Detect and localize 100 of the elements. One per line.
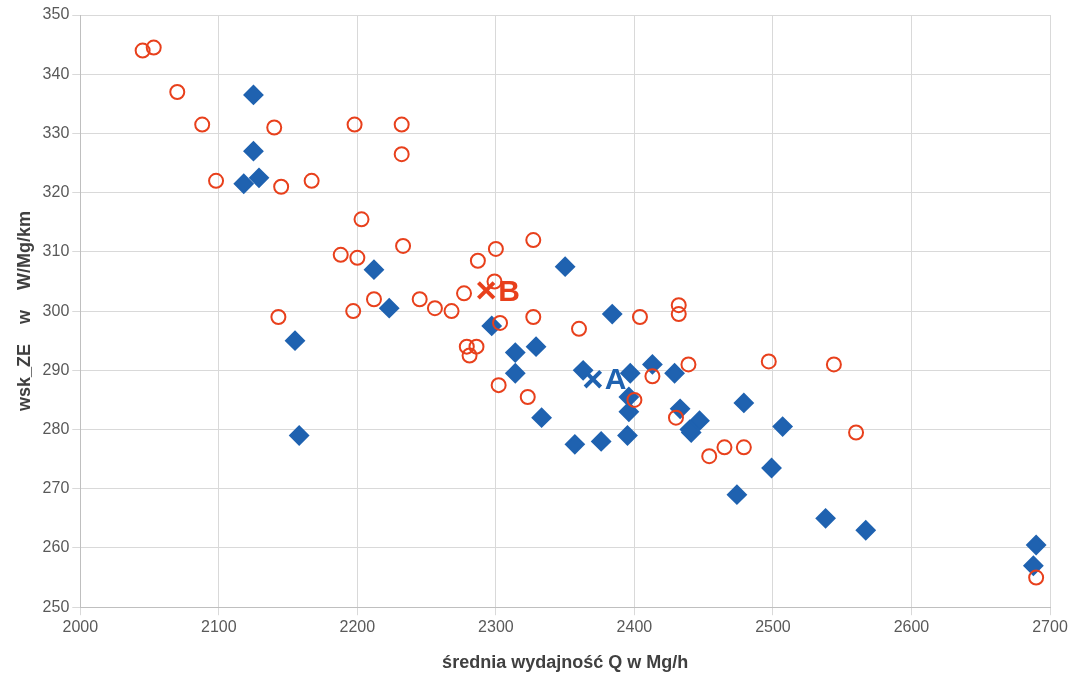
point <box>680 356 697 373</box>
y-tick-label: 280 <box>42 419 70 437</box>
point <box>591 431 612 452</box>
y-tick-label: 260 <box>42 538 70 556</box>
point <box>289 425 310 446</box>
point <box>760 353 777 370</box>
point <box>458 338 475 355</box>
point <box>270 309 287 326</box>
point <box>426 300 443 317</box>
point <box>618 401 639 422</box>
point <box>564 434 585 455</box>
x-tick-label: 2400 <box>616 618 653 636</box>
annotation: A <box>604 362 627 396</box>
point <box>194 116 211 133</box>
point <box>855 520 876 541</box>
point <box>243 84 264 105</box>
point <box>670 297 687 314</box>
point <box>393 116 410 133</box>
point <box>716 439 733 456</box>
point <box>726 484 747 505</box>
point <box>363 259 384 280</box>
point <box>571 320 587 337</box>
point <box>505 363 526 384</box>
point <box>701 448 718 465</box>
point <box>631 309 648 326</box>
x-tick-label: 2500 <box>755 618 791 636</box>
point <box>208 172 225 189</box>
point <box>145 39 162 56</box>
point <box>525 232 542 249</box>
point <box>249 167 269 188</box>
x-axis-title: średnia wydajność Q w Mg/h <box>442 652 689 673</box>
point <box>664 363 685 384</box>
point <box>456 285 473 302</box>
x-tick-label: 2000 <box>62 618 99 636</box>
point <box>772 416 793 437</box>
annotation: B <box>498 273 520 307</box>
point <box>303 172 320 189</box>
point <box>670 306 687 323</box>
point <box>492 314 509 331</box>
point <box>468 338 485 355</box>
point <box>169 83 186 100</box>
point <box>573 360 594 381</box>
point <box>1028 569 1045 586</box>
point <box>689 410 710 431</box>
x-tick-label: 2200 <box>339 618 376 636</box>
point <box>285 330 306 351</box>
y-tick-label: 320 <box>42 183 70 201</box>
point <box>233 173 254 194</box>
x-tick-label: 2700 <box>1032 618 1068 636</box>
point <box>273 178 290 195</box>
y-tick-label: 250 <box>42 597 70 615</box>
point <box>555 256 576 277</box>
point <box>761 458 782 479</box>
y-tick-label: 290 <box>42 360 70 378</box>
x-tick-label: 2100 <box>201 618 237 636</box>
point <box>469 252 486 269</box>
point <box>443 303 460 320</box>
point <box>243 141 264 162</box>
point <box>815 508 836 529</box>
y-tick-label: 350 <box>42 5 70 23</box>
point <box>644 368 661 385</box>
point <box>349 249 366 266</box>
point <box>617 425 638 446</box>
y-tick-label: 330 <box>42 123 70 141</box>
point <box>1026 535 1047 556</box>
point <box>525 309 542 326</box>
point <box>735 439 752 456</box>
point <box>365 291 382 308</box>
point <box>848 424 865 441</box>
point <box>505 342 526 363</box>
point <box>393 146 410 163</box>
point <box>332 246 349 263</box>
point <box>825 356 842 373</box>
x-tick-label: 2600 <box>893 618 930 636</box>
point <box>531 407 552 428</box>
point <box>476 280 496 301</box>
y-tick-label: 340 <box>42 64 70 82</box>
x-tick-label: 2300 <box>478 618 514 636</box>
point <box>379 298 400 319</box>
point <box>395 237 412 254</box>
point <box>519 388 536 405</box>
point <box>1023 555 1044 576</box>
point <box>602 304 623 325</box>
point <box>266 119 283 136</box>
point <box>490 377 507 394</box>
y-tick-label: 300 <box>42 301 70 319</box>
point <box>411 291 428 308</box>
point <box>526 336 547 357</box>
point <box>345 303 362 320</box>
point <box>134 42 151 59</box>
y-tick-label: 270 <box>42 479 70 497</box>
y-axis-title: wsk_ZE w W/Mg/km <box>13 211 34 413</box>
point <box>346 116 363 133</box>
y-tick-label: 310 <box>42 242 70 260</box>
point <box>487 240 504 257</box>
point <box>583 369 603 389</box>
point <box>353 211 370 228</box>
point <box>642 354 663 375</box>
point <box>733 392 754 413</box>
point <box>461 347 478 364</box>
